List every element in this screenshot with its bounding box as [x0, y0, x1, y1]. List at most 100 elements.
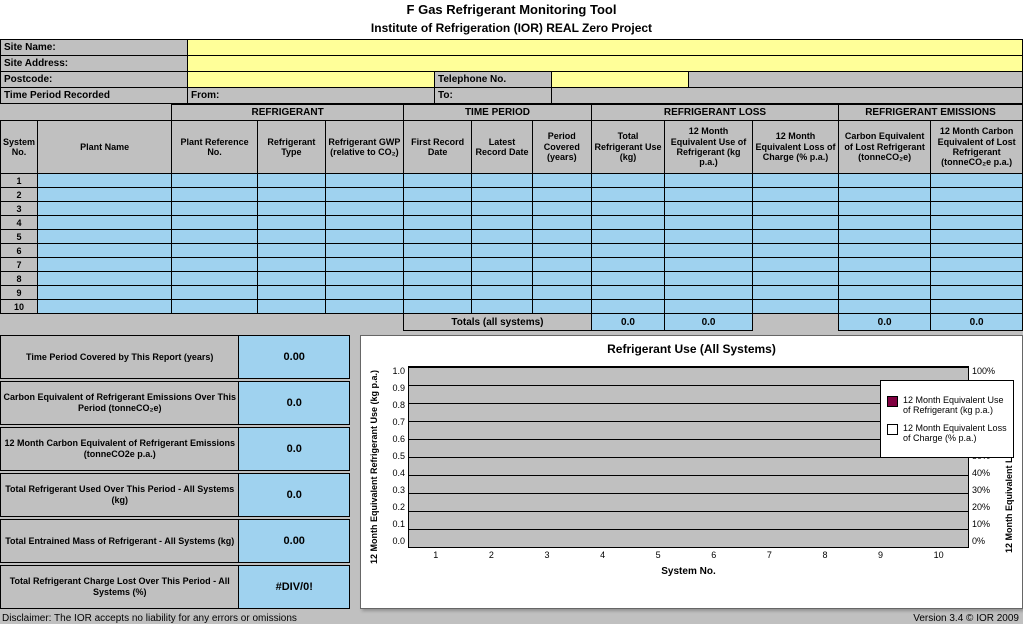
data-cell[interactable]: [839, 188, 931, 202]
data-cell[interactable]: [532, 300, 591, 314]
data-cell[interactable]: [257, 244, 325, 258]
data-cell[interactable]: [931, 244, 1023, 258]
data-cell[interactable]: [591, 286, 664, 300]
data-cell[interactable]: [591, 174, 664, 188]
data-cell[interactable]: [591, 230, 664, 244]
data-cell[interactable]: [403, 216, 472, 230]
data-cell[interactable]: [753, 272, 839, 286]
data-cell[interactable]: [257, 188, 325, 202]
data-cell[interactable]: [839, 202, 931, 216]
data-cell[interactable]: [532, 216, 591, 230]
data-cell[interactable]: [172, 216, 258, 230]
data-cell[interactable]: [665, 286, 753, 300]
data-cell[interactable]: [472, 174, 532, 188]
data-cell[interactable]: [665, 216, 753, 230]
data-cell[interactable]: [403, 272, 472, 286]
site-address-value[interactable]: [188, 56, 1023, 72]
data-cell[interactable]: [172, 258, 258, 272]
data-cell[interactable]: [665, 244, 753, 258]
data-cell[interactable]: [839, 216, 931, 230]
data-cell[interactable]: [172, 174, 258, 188]
data-cell[interactable]: [325, 202, 403, 216]
data-cell[interactable]: [591, 202, 664, 216]
data-cell[interactable]: [532, 174, 591, 188]
data-cell[interactable]: [591, 244, 664, 258]
data-cell[interactable]: [38, 188, 172, 202]
data-cell[interactable]: [257, 174, 325, 188]
data-cell[interactable]: [753, 230, 839, 244]
data-cell[interactable]: [257, 216, 325, 230]
data-cell[interactable]: [472, 272, 532, 286]
data-cell[interactable]: [325, 244, 403, 258]
data-cell[interactable]: [931, 230, 1023, 244]
data-cell[interactable]: [753, 216, 839, 230]
data-cell[interactable]: [532, 258, 591, 272]
data-cell[interactable]: [257, 286, 325, 300]
data-cell[interactable]: [257, 300, 325, 314]
data-cell[interactable]: [839, 244, 931, 258]
data-cell[interactable]: [931, 202, 1023, 216]
data-cell[interactable]: [172, 230, 258, 244]
data-cell[interactable]: [665, 258, 753, 272]
data-cell[interactable]: [325, 174, 403, 188]
data-cell[interactable]: [532, 202, 591, 216]
data-cell[interactable]: [403, 230, 472, 244]
site-name-value[interactable]: [188, 40, 1023, 56]
data-cell[interactable]: [172, 202, 258, 216]
data-cell[interactable]: [38, 216, 172, 230]
data-cell[interactable]: [257, 230, 325, 244]
data-cell[interactable]: [38, 202, 172, 216]
data-cell[interactable]: [591, 258, 664, 272]
data-cell[interactable]: [839, 174, 931, 188]
data-cell[interactable]: [931, 286, 1023, 300]
data-cell[interactable]: [532, 244, 591, 258]
data-cell[interactable]: [172, 300, 258, 314]
data-cell[interactable]: [753, 286, 839, 300]
data-cell[interactable]: [472, 258, 532, 272]
telephone-value[interactable]: [552, 72, 689, 88]
data-cell[interactable]: [325, 272, 403, 286]
data-cell[interactable]: [753, 300, 839, 314]
data-cell[interactable]: [325, 188, 403, 202]
data-cell[interactable]: [325, 286, 403, 300]
data-cell[interactable]: [665, 188, 753, 202]
data-cell[interactable]: [38, 230, 172, 244]
data-cell[interactable]: [839, 272, 931, 286]
data-cell[interactable]: [931, 188, 1023, 202]
data-cell[interactable]: [403, 286, 472, 300]
data-cell[interactable]: [753, 258, 839, 272]
data-cell[interactable]: [839, 286, 931, 300]
data-cell[interactable]: [665, 174, 753, 188]
data-cell[interactable]: [38, 244, 172, 258]
data-cell[interactable]: [839, 230, 931, 244]
data-cell[interactable]: [591, 300, 664, 314]
data-cell[interactable]: [753, 202, 839, 216]
data-cell[interactable]: [591, 188, 664, 202]
data-cell[interactable]: [753, 188, 839, 202]
data-cell[interactable]: [325, 300, 403, 314]
data-cell[interactable]: [753, 244, 839, 258]
data-cell[interactable]: [172, 286, 258, 300]
data-cell[interactable]: [257, 202, 325, 216]
data-cell[interactable]: [532, 230, 591, 244]
data-cell[interactable]: [257, 272, 325, 286]
data-cell[interactable]: [472, 230, 532, 244]
data-cell[interactable]: [532, 286, 591, 300]
data-cell[interactable]: [403, 188, 472, 202]
postcode-value[interactable]: [188, 72, 435, 88]
data-cell[interactable]: [532, 188, 591, 202]
data-cell[interactable]: [38, 286, 172, 300]
data-cell[interactable]: [325, 216, 403, 230]
data-cell[interactable]: [403, 300, 472, 314]
data-cell[interactable]: [325, 258, 403, 272]
data-cell[interactable]: [931, 300, 1023, 314]
data-cell[interactable]: [931, 258, 1023, 272]
data-cell[interactable]: [325, 230, 403, 244]
data-cell[interactable]: [753, 174, 839, 188]
data-cell[interactable]: [38, 272, 172, 286]
data-cell[interactable]: [472, 244, 532, 258]
data-cell[interactable]: [472, 216, 532, 230]
data-cell[interactable]: [38, 300, 172, 314]
data-cell[interactable]: [38, 174, 172, 188]
data-cell[interactable]: [172, 188, 258, 202]
